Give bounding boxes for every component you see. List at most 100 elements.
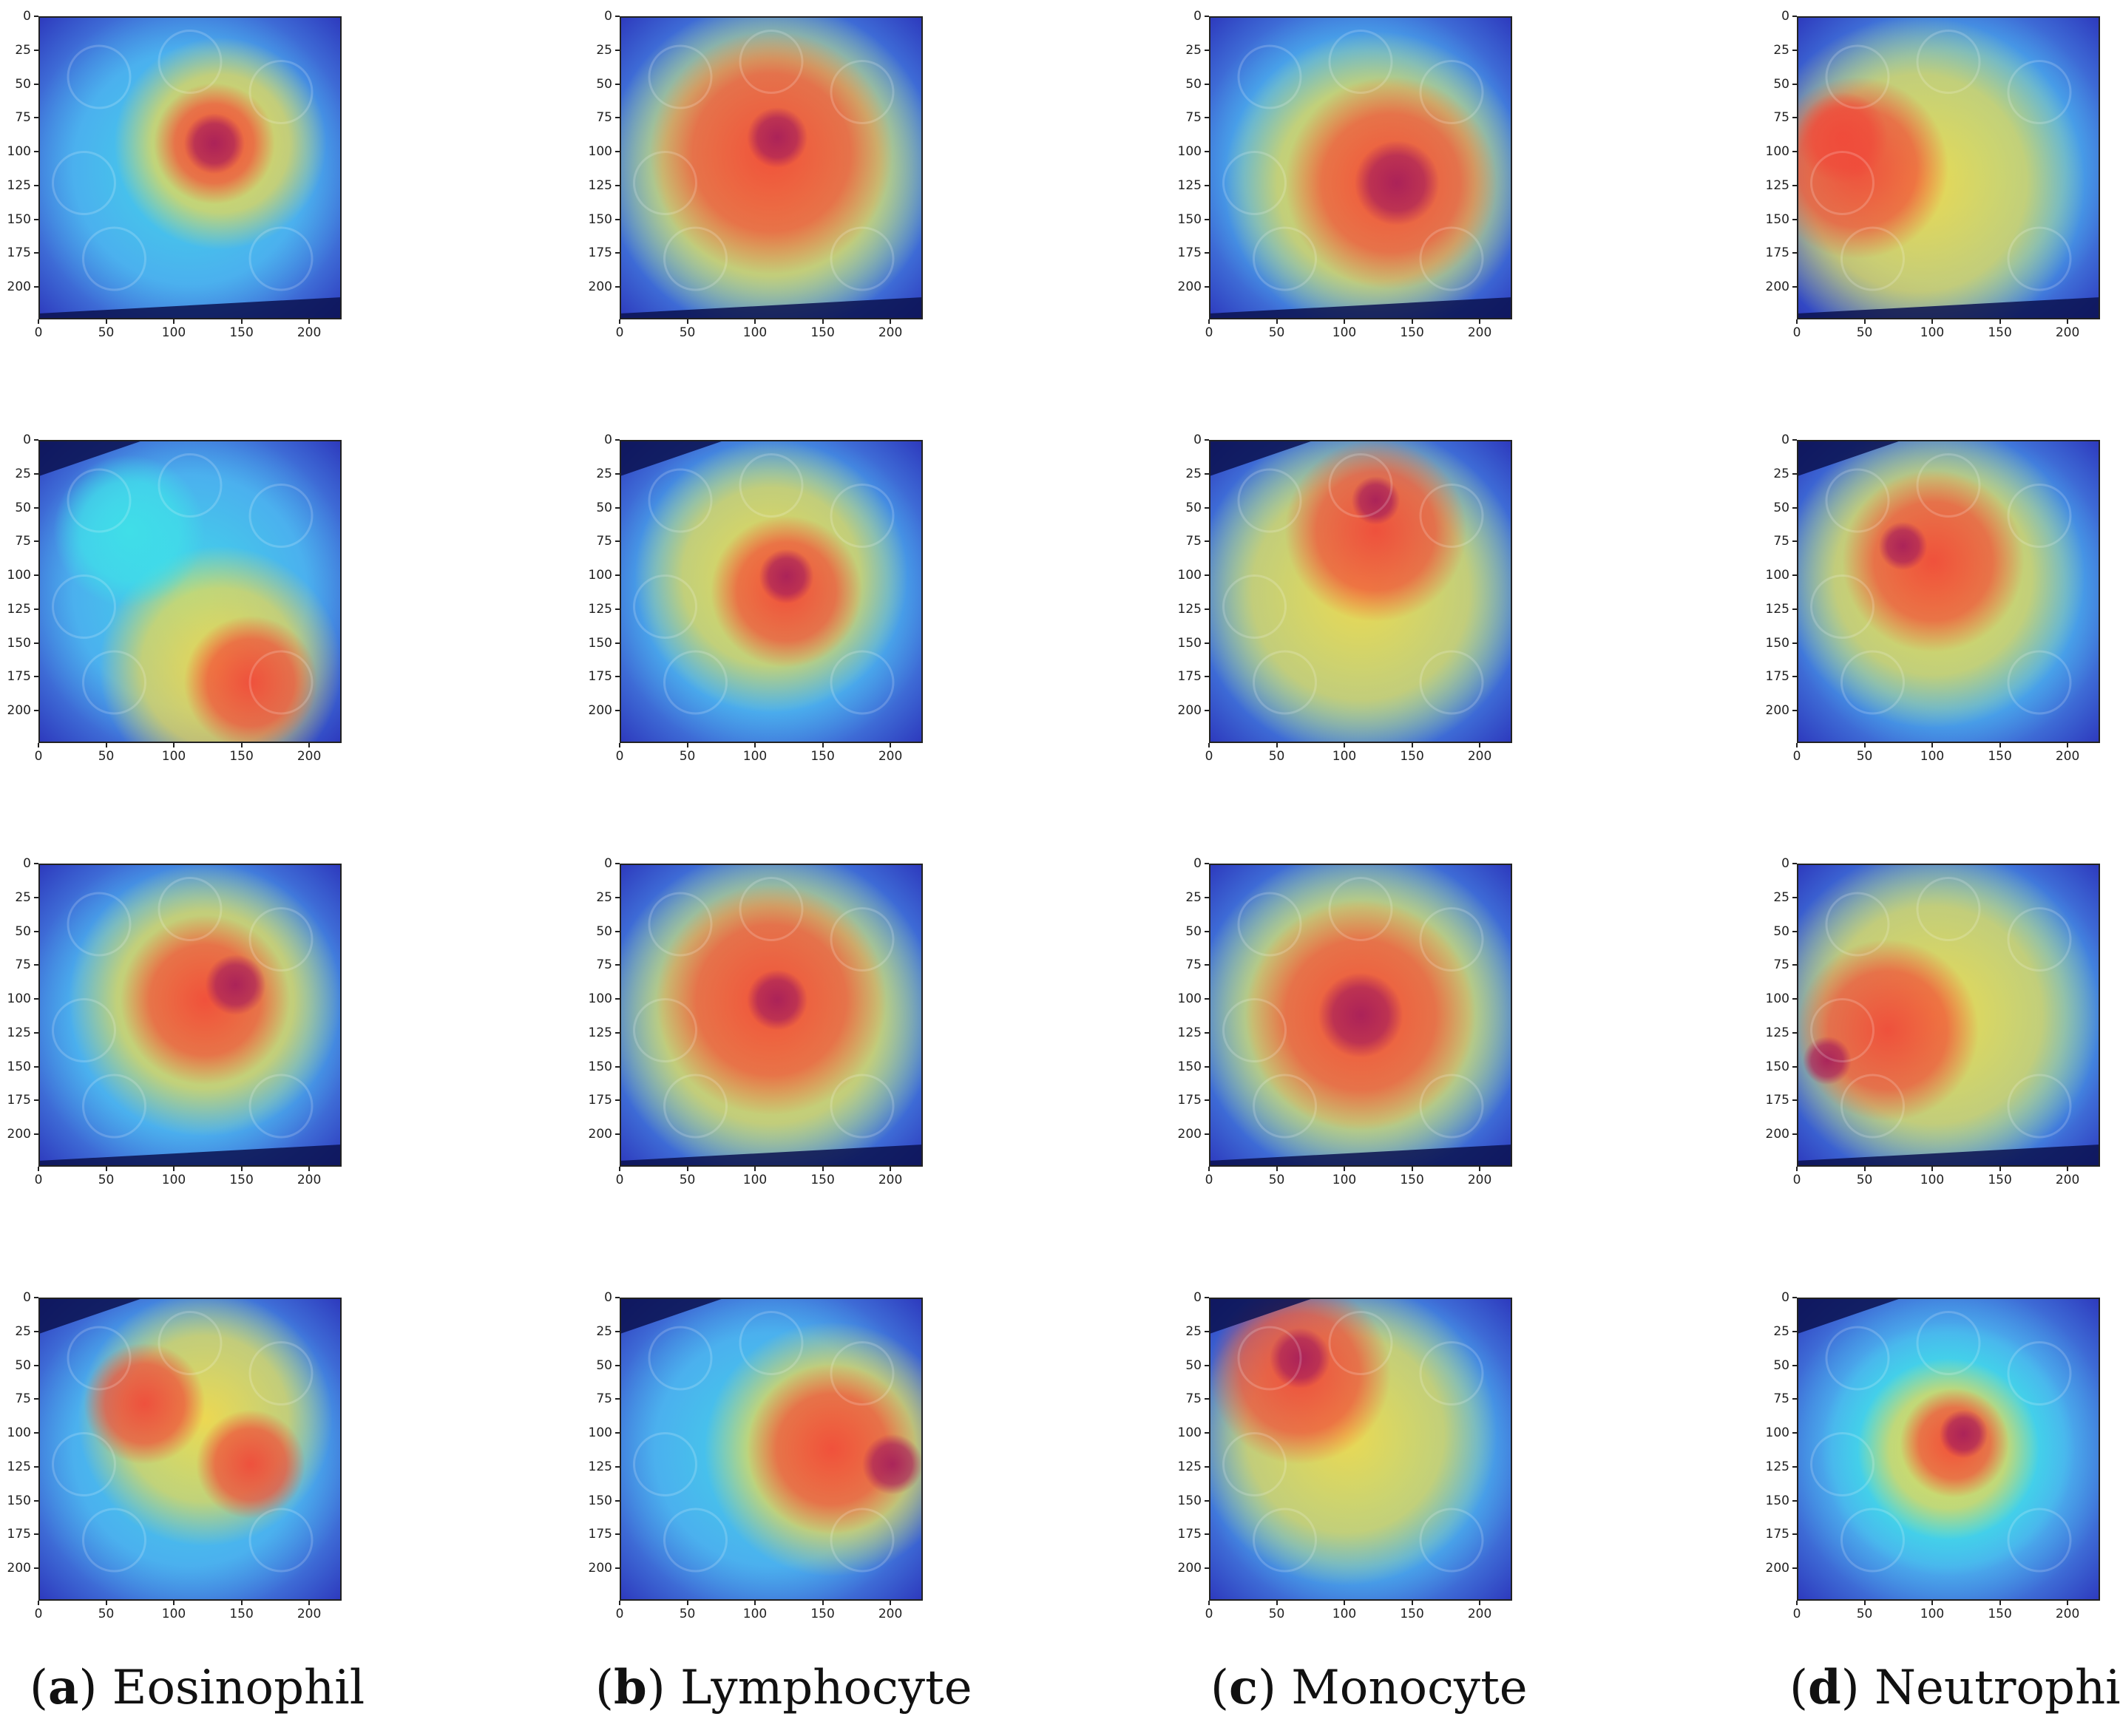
y-tick-label: 100 (588, 144, 612, 160)
y-tick-mark (1792, 252, 1797, 254)
x-tick-mark (38, 1167, 39, 1171)
y-tick-label: 50 (1185, 500, 1202, 515)
x-tick-label: 100 (742, 749, 768, 764)
y-tick-label: 75 (1773, 110, 1789, 126)
y-tick-mark (1792, 896, 1797, 898)
x-tick-mark (1796, 319, 1798, 324)
x-tick-mark (1344, 743, 1346, 747)
y-tick-label: 100 (1177, 144, 1202, 160)
x-tick-mark (822, 1601, 824, 1605)
y-tick-label: 125 (7, 177, 31, 193)
rotation-border (1209, 297, 1512, 319)
x-tick-label: 50 (98, 749, 115, 764)
y-tick-label: 125 (588, 1459, 612, 1474)
y-tick-mark (34, 1567, 38, 1570)
y-tick-mark (615, 964, 620, 966)
y-tick-mark (34, 252, 38, 254)
x-tick-label: 0 (615, 1607, 624, 1621)
x-tick-mark (308, 1601, 311, 1605)
y-tick-mark (1792, 218, 1797, 220)
x-tick-label: 0 (615, 325, 624, 340)
y-tick-label: 50 (1773, 923, 1789, 939)
x-tick-mark (1931, 1601, 1934, 1605)
x-tick-label: 50 (1268, 1607, 1285, 1621)
y-tick-mark (34, 472, 38, 475)
x-tick-mark (1931, 1167, 1934, 1171)
y-tick-mark (615, 676, 620, 678)
y-tick-label: 50 (596, 923, 612, 939)
y-tick-mark (1792, 1133, 1797, 1136)
x-tick-mark (1999, 1601, 2001, 1605)
y-tick-label: 125 (7, 601, 31, 617)
x-tick-mark (105, 1601, 107, 1605)
y-tick-label: 0 (23, 9, 31, 24)
y-tick-mark (615, 1099, 620, 1102)
y-tick-mark (615, 998, 620, 1000)
y-tick-mark (34, 896, 38, 898)
x-tick-label: 150 (810, 1173, 835, 1187)
y-tick-mark (1792, 286, 1797, 288)
y-tick-label: 150 (1177, 1059, 1202, 1074)
activation-spot (862, 1434, 923, 1495)
y-tick-mark (34, 1533, 38, 1536)
y-tick-label: 175 (7, 1093, 31, 1108)
y-tick-mark (1792, 574, 1797, 577)
x-tick-mark (890, 319, 892, 324)
rotation-border (1797, 297, 2100, 319)
y-tick-mark (34, 16, 38, 17)
x-tick-label: 150 (229, 1173, 254, 1187)
y-tick-mark (1205, 1567, 1209, 1570)
y-tick-mark (34, 1398, 38, 1400)
x-tick-mark (173, 319, 175, 324)
y-tick-mark (1792, 83, 1797, 85)
x-tick-mark (1479, 1601, 1481, 1605)
x-tick-mark (619, 1167, 620, 1171)
x-tick-mark (1208, 319, 1210, 324)
y-tick-label: 175 (1177, 1093, 1202, 1108)
y-tick-label: 75 (1185, 1391, 1202, 1407)
y-tick-mark (1792, 1031, 1797, 1034)
activation-spot (1270, 1328, 1330, 1389)
activation-spot (196, 1409, 305, 1519)
y-tick-mark (34, 1031, 38, 1034)
y-tick-label: 100 (1765, 991, 1789, 1007)
x-tick-mark (1276, 1167, 1278, 1171)
x-tick-mark (1863, 1167, 1866, 1171)
x-tick-mark (1276, 319, 1278, 324)
y-tick-mark (34, 1364, 38, 1366)
x-tick-label: 150 (229, 1607, 254, 1621)
y-tick-label: 0 (23, 433, 31, 447)
y-tick-mark (1205, 1499, 1209, 1502)
x-tick-mark (2067, 319, 2069, 324)
y-tick-label: 100 (7, 991, 31, 1007)
y-tick-mark (1792, 642, 1797, 644)
x-tick-label: 150 (1400, 325, 1424, 340)
y-tick-mark (615, 184, 620, 186)
x-tick-mark (1796, 1601, 1798, 1605)
y-tick-label: 125 (1177, 601, 1202, 617)
x-tick-label: 200 (1467, 1173, 1492, 1187)
x-tick-label: 0 (615, 1173, 624, 1187)
activation-spot (759, 549, 814, 604)
x-tick-label: 50 (98, 1173, 115, 1187)
y-tick-label: 50 (15, 1357, 31, 1373)
y-tick-label: 150 (588, 635, 612, 651)
y-tick-mark (1205, 930, 1209, 932)
x-tick-label: 200 (2055, 1173, 2080, 1187)
rotation-border (38, 1145, 342, 1167)
x-tick-label: 100 (742, 1607, 768, 1621)
y-tick-mark (1205, 574, 1209, 577)
y-tick-mark (34, 998, 38, 1000)
y-tick-mark (34, 642, 38, 644)
y-tick-mark (615, 16, 620, 17)
x-tick-mark (308, 1167, 311, 1171)
rotation-border (38, 297, 342, 319)
y-tick-mark (1792, 710, 1797, 712)
activation-spot (1351, 476, 1401, 525)
activation-spot (53, 455, 206, 607)
x-tick-label: 50 (98, 1607, 115, 1621)
y-tick-label: 200 (7, 703, 31, 719)
x-tick-mark (822, 743, 824, 747)
x-tick-mark (1411, 1167, 1413, 1171)
y-tick-mark (615, 1065, 620, 1068)
